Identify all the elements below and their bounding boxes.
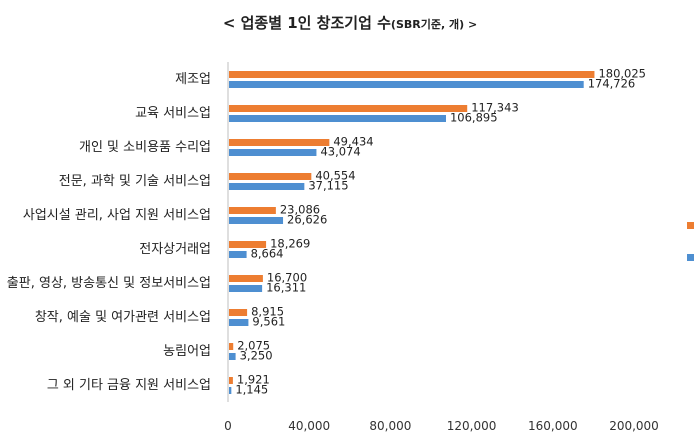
data-label-series-2: 9,561 bbox=[252, 315, 285, 329]
x-tick-label: 40,000 bbox=[288, 419, 330, 433]
bar-series-2 bbox=[229, 387, 232, 394]
category-label: 창작, 예술 및 여가관련 서비스업 bbox=[35, 310, 211, 325]
chart-title-main: < 업종별 1인 창조기업 수 bbox=[222, 14, 391, 32]
bar-series-1 bbox=[229, 71, 595, 78]
data-label-series-2: 1,145 bbox=[235, 383, 268, 397]
bar-series-2 bbox=[229, 115, 446, 122]
bar-series-2 bbox=[229, 149, 317, 156]
data-label-series-1: 16,700 bbox=[267, 271, 307, 285]
bar-series-2 bbox=[229, 285, 263, 292]
bar-series-1 bbox=[229, 241, 267, 248]
data-label-series-2: 3,250 bbox=[240, 349, 273, 363]
category-label: 출판, 영상, 방송통신 및 정보서비스업 bbox=[7, 276, 211, 291]
data-label-series-1: 49,434 bbox=[333, 135, 373, 149]
category-label: 개인 및 소비용품 수리업 bbox=[79, 140, 211, 155]
category-label: 농림어업 bbox=[163, 344, 211, 359]
bar-series-1 bbox=[229, 275, 263, 282]
chart-title: < 업종별 1인 창조기업 수(SBR기준, 개) > bbox=[0, 12, 700, 33]
data-label-series-1: 2,075 bbox=[237, 339, 270, 353]
bar-series-2 bbox=[229, 217, 284, 224]
data-label-series-1: 117,343 bbox=[471, 101, 519, 115]
legend-marker-series-1 bbox=[687, 222, 694, 229]
category-label: 교육 서비스업 bbox=[135, 106, 211, 121]
data-label-series-1: 18,269 bbox=[270, 237, 310, 251]
category-label: 전문, 과학 및 기술 서비스업 bbox=[59, 174, 211, 189]
data-label-series-1: 40,554 bbox=[315, 169, 355, 183]
legend-marker-series-2 bbox=[687, 254, 694, 261]
x-tick-label: 160,000 bbox=[528, 419, 578, 433]
x-tick-label: 200,000 bbox=[609, 419, 659, 433]
bar-series-2 bbox=[229, 81, 584, 88]
bar-series-1 bbox=[229, 343, 234, 350]
bar-series-1 bbox=[229, 139, 330, 146]
bar-series-1 bbox=[229, 173, 312, 180]
category-label: 전자상거래업 bbox=[139, 242, 211, 257]
category-label: 제조업 bbox=[175, 72, 211, 87]
bar-series-1 bbox=[229, 377, 233, 384]
data-label-series-1: 23,086 bbox=[280, 203, 320, 217]
x-tick-label: 120,000 bbox=[447, 419, 497, 433]
data-label-series-2: 37,115 bbox=[308, 179, 348, 193]
bar-series-1 bbox=[229, 207, 276, 214]
data-label-series-1: 180,025 bbox=[598, 67, 646, 81]
data-label-series-2: 26,626 bbox=[287, 213, 327, 227]
data-label-series-2: 16,311 bbox=[266, 281, 306, 295]
category-label: 사업시설 관리, 사업 지원 서비스업 bbox=[23, 208, 211, 223]
data-label-series-2: 174,726 bbox=[588, 77, 636, 91]
data-label-series-2: 43,074 bbox=[320, 145, 360, 159]
data-label-series-2: 106,895 bbox=[450, 111, 498, 125]
bar-series-2 bbox=[229, 251, 247, 258]
x-tick-label: 80,000 bbox=[369, 419, 411, 433]
bar-series-2 bbox=[229, 319, 249, 326]
category-label: 그 외 기타 금융 지원 서비스업 bbox=[47, 378, 211, 393]
bar-series-1 bbox=[229, 309, 248, 316]
bar-series-2 bbox=[229, 353, 236, 360]
bar-series-2 bbox=[229, 183, 305, 190]
data-label-series-2: 8,664 bbox=[251, 247, 284, 261]
x-tick-label: 0 bbox=[224, 419, 232, 433]
chart-title-unit: (SBR기준, 개) > bbox=[390, 18, 478, 31]
data-label-series-1: 1,921 bbox=[237, 373, 270, 387]
data-label-series-1: 8,915 bbox=[251, 305, 284, 319]
bar-series-1 bbox=[229, 105, 468, 112]
